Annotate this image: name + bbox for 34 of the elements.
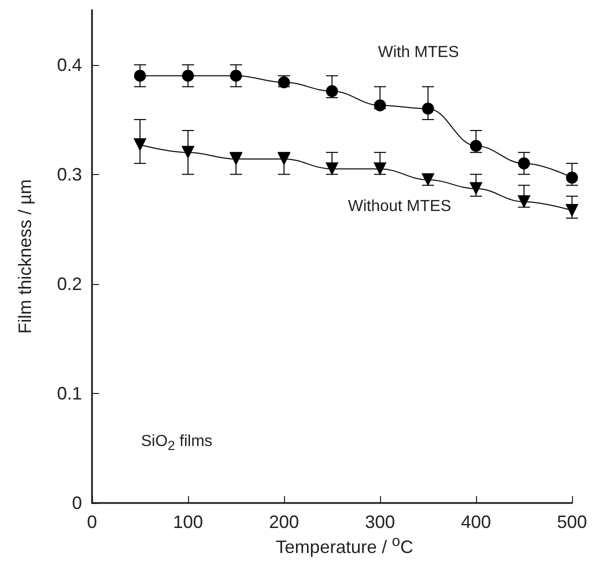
point	[470, 140, 482, 152]
point	[518, 157, 530, 170]
text: With MTES	[378, 44, 459, 62]
y-axis-title: Film thickness / µm	[15, 179, 35, 334]
y-tick-label: 0.2	[56, 274, 82, 294]
point	[325, 162, 338, 176]
y-tick-label: 0.3	[56, 164, 82, 184]
y-tick-label: 0	[72, 493, 82, 513]
point	[230, 70, 242, 82]
point	[277, 152, 290, 166]
point	[229, 152, 242, 166]
point	[182, 70, 194, 82]
x-tick-label: 200	[268, 512, 300, 532]
point	[565, 204, 578, 217]
point	[181, 146, 194, 159]
x-tick-label: 400	[460, 512, 492, 532]
series-label: Without MTES	[348, 198, 452, 216]
point	[517, 195, 530, 208]
annotation: SiO$_{2}$ films	[141, 433, 212, 454]
x-tick-label: 300	[364, 512, 396, 532]
x-tick-label: 0	[86, 512, 98, 532]
y-tick-label: 0.4	[56, 54, 82, 75]
y-tick-label: 0.1	[56, 383, 82, 404]
point	[374, 99, 386, 112]
x-tick-label: 500	[556, 512, 588, 532]
point	[422, 102, 434, 115]
x-axis-title: Temperature / $^{o}$C	[274, 533, 414, 558]
point	[566, 172, 578, 184]
x-tick-label: 100	[172, 512, 204, 532]
point	[373, 162, 386, 176]
point	[326, 85, 338, 98]
point	[134, 70, 146, 82]
point	[469, 182, 482, 196]
point	[134, 138, 146, 152]
